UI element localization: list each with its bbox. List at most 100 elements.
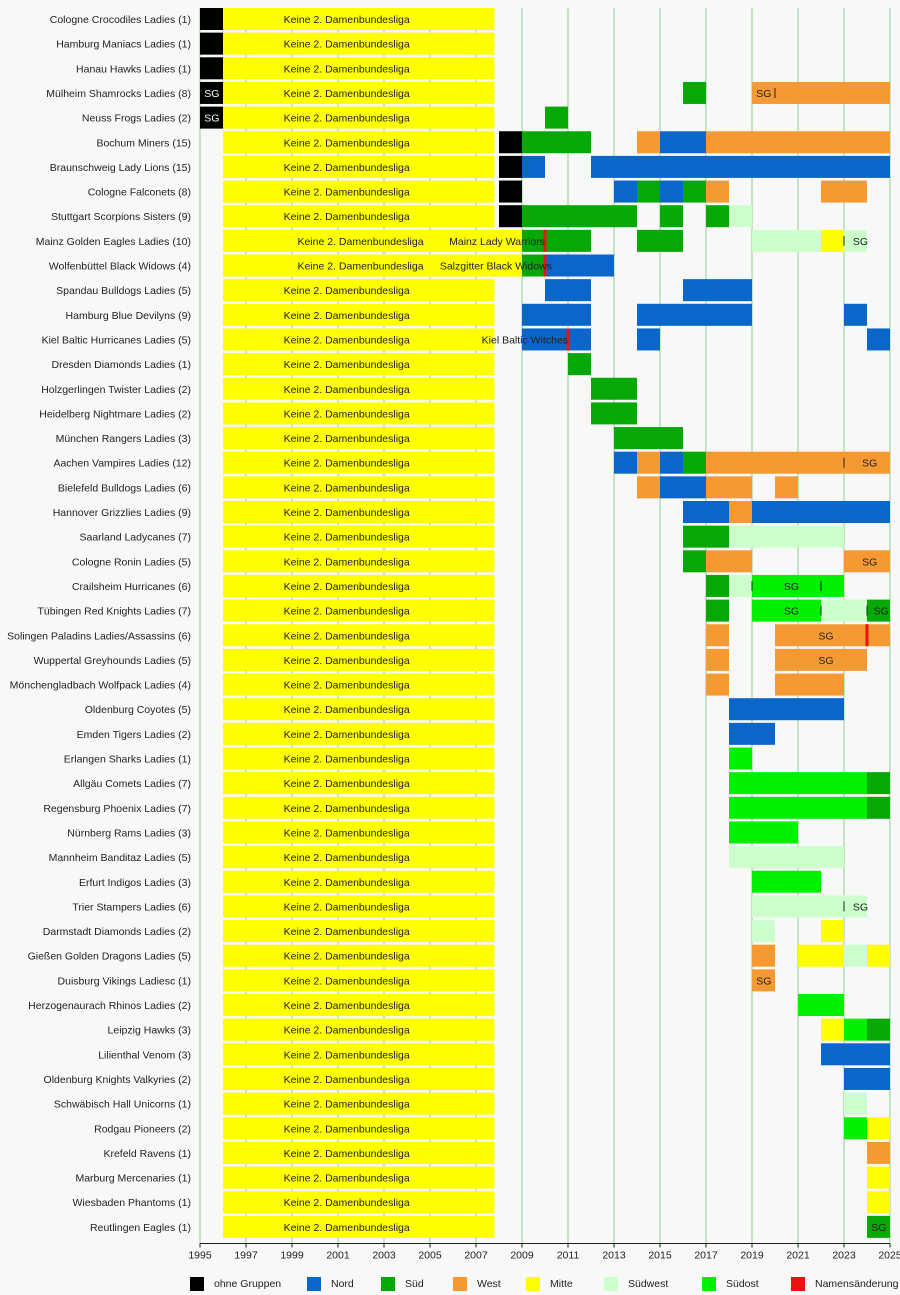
season-bar-west	[706, 131, 890, 154]
team-label: Krefeld Ravens (1)	[103, 1148, 191, 1160]
team-label: Regensburg Phoenix Ladies (7)	[43, 803, 191, 815]
team-label: Cologne Falconets (8)	[88, 187, 191, 199]
no-league-label: Keine 2. Damenbundesliga	[284, 1099, 410, 1111]
legend-swatch	[526, 1277, 540, 1291]
x-tick-label: 2023	[832, 1250, 856, 1262]
team-label: Marburg Mercenaries (1)	[75, 1173, 191, 1185]
x-tick-label: 2003	[372, 1250, 396, 1262]
season-bar-suedwest	[752, 920, 775, 943]
legend-label: Süd	[405, 1278, 424, 1290]
team-label: Mannheim Banditaz Ladies (5)	[49, 852, 191, 864]
team-label: Oldenburg Coyotes (5)	[85, 704, 191, 716]
season-bar-mitte	[867, 944, 890, 967]
no-league-bar	[223, 1067, 495, 1090]
season-bar-sued	[660, 205, 683, 228]
season-bar-west	[867, 1141, 890, 1164]
no-league-bar	[223, 796, 495, 819]
former-name-label: Salzgitter Black Widows	[440, 261, 552, 273]
x-tick-label: 2011	[557, 1250, 580, 1262]
legend: ohne Gruppen Nord Süd West Mitte Südwest Südos…	[190, 1276, 900, 1294]
legend-item-ohne: ohne Gruppen	[190, 1276, 281, 1292]
no-league-label: Keine 2. Damenbundesliga	[284, 532, 410, 544]
sg-label: SG	[853, 236, 868, 248]
season-bar-ohne	[499, 180, 522, 203]
team-label: Neuss Frogs Ladies (2)	[82, 113, 191, 125]
no-league-bar	[223, 673, 495, 696]
season-bar-nord	[729, 722, 775, 745]
no-league-bar	[223, 205, 495, 228]
legend-swatch	[791, 1277, 805, 1291]
no-league-label: Keine 2. Damenbundesliga	[284, 754, 410, 766]
no-league-label: Keine 2. Damenbundesliga	[284, 778, 410, 790]
season-bar-sued	[637, 180, 660, 203]
x-tick-label: 2015	[648, 1250, 672, 1262]
sg-label: SG	[784, 606, 799, 618]
season-bar-nord	[660, 131, 706, 154]
legend-item-nord: Nord	[307, 1276, 354, 1292]
season-bar-sued	[568, 353, 591, 376]
no-league-label: Keine 2. Damenbundesliga	[284, 1000, 410, 1012]
x-tick-label: 2019	[740, 1250, 764, 1262]
season-bar-suedwest	[821, 599, 867, 622]
season-bar-sued	[614, 427, 683, 450]
no-league-bar	[223, 402, 495, 425]
name-change-marker	[566, 328, 570, 351]
season-bar-nord	[522, 155, 545, 178]
x-tick-label: 1997	[234, 1250, 258, 1262]
season-bar-mitte	[821, 920, 844, 943]
no-league-bar	[223, 1215, 495, 1238]
season-bar-suedwest	[729, 525, 844, 548]
team-label: Kiel Baltic Hurricanes Ladies (5)	[42, 334, 191, 346]
season-bar-suedost	[729, 821, 798, 844]
season-bar-suedost	[752, 599, 821, 622]
season-bar-west	[752, 81, 890, 104]
season-bar-west	[706, 624, 729, 647]
no-league-label: Keine 2. Damenbundesliga	[284, 951, 410, 963]
team-label: Mönchengladbach Wolfpack Ladies (4)	[10, 680, 191, 692]
no-league-bar	[223, 377, 495, 400]
season-bar-suedost	[752, 574, 844, 597]
legend-label: Mitte	[550, 1278, 573, 1290]
team-label: Cologne Crocodiles Ladies (1)	[50, 14, 191, 26]
no-league-label: Keine 2. Damenbundesliga	[284, 310, 410, 322]
no-league-bar	[223, 1018, 495, 1041]
no-league-label: Keine 2. Damenbundesliga	[284, 458, 410, 470]
legend-item-west: West	[453, 1276, 501, 1292]
season-bar-west	[775, 673, 844, 696]
legend-label: Südost	[726, 1278, 759, 1290]
sg-label: SG	[204, 113, 219, 125]
no-league-bar	[223, 772, 495, 795]
season-bar-west	[729, 501, 752, 523]
no-league-bar	[223, 1043, 495, 1066]
season-bar-sued	[867, 599, 890, 622]
no-league-bar	[223, 747, 495, 770]
no-league-bar	[223, 155, 495, 178]
season-bar-sued	[683, 451, 706, 474]
no-league-bar	[223, 427, 495, 450]
season-bar-west	[637, 131, 660, 154]
no-league-bar	[223, 994, 495, 1016]
team-label: Darmstadt Diamonds Ladies (2)	[43, 926, 191, 938]
team-label: Wiesbaden Phantoms (1)	[73, 1197, 191, 1209]
no-league-label: Keine 2. Damenbundesliga	[284, 63, 410, 75]
season-bar-nord	[545, 254, 614, 277]
team-label: Wolfenbüttel Black Widows (4)	[49, 261, 191, 273]
team-label: Cologne Ronin Ladies (5)	[72, 556, 191, 568]
sg-label: SG	[756, 88, 771, 100]
no-league-bar	[223, 624, 495, 647]
former-name-label: Mainz Lady Warriors	[449, 236, 545, 248]
season-bar-nord	[614, 451, 637, 474]
season-bar-nord	[591, 155, 890, 178]
season-bar-west	[775, 624, 890, 647]
no-league-bar	[223, 722, 495, 745]
season-bar-ohne	[499, 131, 522, 154]
team-label: Stuttgart Scorpions Sisters (9)	[51, 211, 191, 223]
no-league-bar	[223, 550, 495, 573]
season-bar-nord	[867, 328, 890, 351]
season-bar-sued	[591, 377, 637, 400]
team-label: Aachen Vampires Ladies (12)	[53, 458, 191, 470]
no-league-bar	[223, 969, 495, 992]
no-league-bar	[223, 353, 495, 376]
season-bar-nord	[821, 1043, 890, 1066]
season-bar-sued	[867, 1215, 890, 1238]
